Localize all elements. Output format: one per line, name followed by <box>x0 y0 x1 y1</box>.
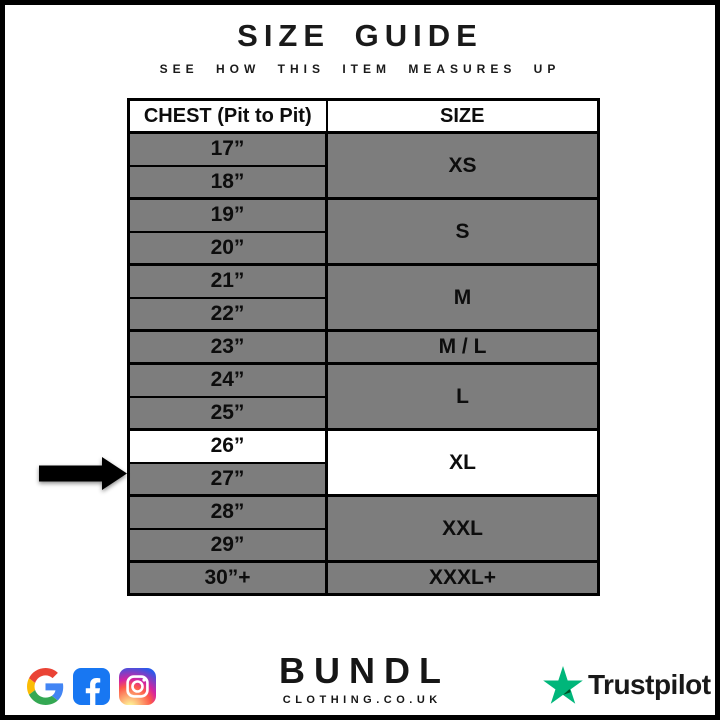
chest-cell: 21” <box>127 263 328 299</box>
chest-cell: 24” <box>127 362 328 398</box>
table-row: 23” M / L <box>127 329 600 365</box>
brand-name: BUNDL <box>279 650 450 691</box>
chest-cell: 25” <box>127 395 328 431</box>
chest-cell: 22” <box>127 296 328 332</box>
table-row: 17” XS <box>127 131 600 200</box>
table-row: 26” XL <box>127 428 600 497</box>
chest-cell: 26” <box>127 428 328 464</box>
table-row: 30”+ XXXL+ <box>127 560 600 596</box>
brand-logo: BUNDL CLOTHING.CO.UK <box>5 650 715 706</box>
facebook-icon <box>73 668 110 705</box>
size-cell: XXL <box>325 494 600 563</box>
table-row: 20” <box>127 230 599 266</box>
table-row: 19” S <box>127 197 600 266</box>
chest-cell: 29” <box>127 527 328 563</box>
size-cell: L <box>325 362 600 431</box>
google-icon <box>27 668 64 705</box>
size-cell: S <box>325 197 600 266</box>
table-row: 24” L <box>127 362 600 431</box>
chest-cell: 28” <box>127 494 328 530</box>
size-cell: XL <box>325 428 600 497</box>
brand-domain: CLOTHING.CO.UK <box>282 694 442 706</box>
chest-cell: 19” <box>127 197 328 233</box>
table-row: 28” XXL <box>127 494 600 563</box>
table-row: 25” <box>127 395 599 431</box>
table-row: 18” <box>127 164 599 200</box>
trustpilot-star-icon <box>543 666 583 704</box>
table-header-row: CHEST (Pit to Pit) SIZE <box>127 98 600 134</box>
chest-cell: 27” <box>127 461 328 497</box>
chest-cell: 17” <box>127 131 328 167</box>
table-row: 22” <box>127 296 599 332</box>
column-header-size: SIZE <box>325 98 600 134</box>
page-subtitle: SEE HOW THIS ITEM MEASURES UP <box>159 62 561 76</box>
column-header-chest: CHEST (Pit to Pit) <box>127 98 328 134</box>
chest-cell: 30”+ <box>127 560 328 596</box>
chest-cell: 18” <box>127 164 328 200</box>
size-cell: M <box>325 263 600 332</box>
table-row: 27” <box>127 461 599 497</box>
instagram-icon <box>119 668 156 705</box>
chest-cell: 20” <box>127 230 328 266</box>
size-table-body: 17” XS 18” 19” S 20” 21” M 22” 23” M / L 24” L 25” 26”… <box>127 131 600 596</box>
size-cell: XXXL+ <box>325 560 600 596</box>
size-cell: XS <box>325 131 600 200</box>
table-row: 21” M <box>127 263 600 332</box>
size-cell: M / L <box>325 329 600 365</box>
chest-cell: 23” <box>127 329 328 365</box>
social-icons <box>27 668 156 705</box>
trustpilot-logo: Trustpilot <box>543 666 711 704</box>
size-table: CHEST (Pit to Pit) SIZE 17” XS 18” 19” S 20” 2… <box>127 98 600 596</box>
trustpilot-wordmark: Trustpilot <box>588 669 711 700</box>
table-row: 29” <box>127 527 599 563</box>
page-title: SIZE GUIDE <box>237 18 483 53</box>
row-pointer-arrow-icon <box>39 457 127 490</box>
